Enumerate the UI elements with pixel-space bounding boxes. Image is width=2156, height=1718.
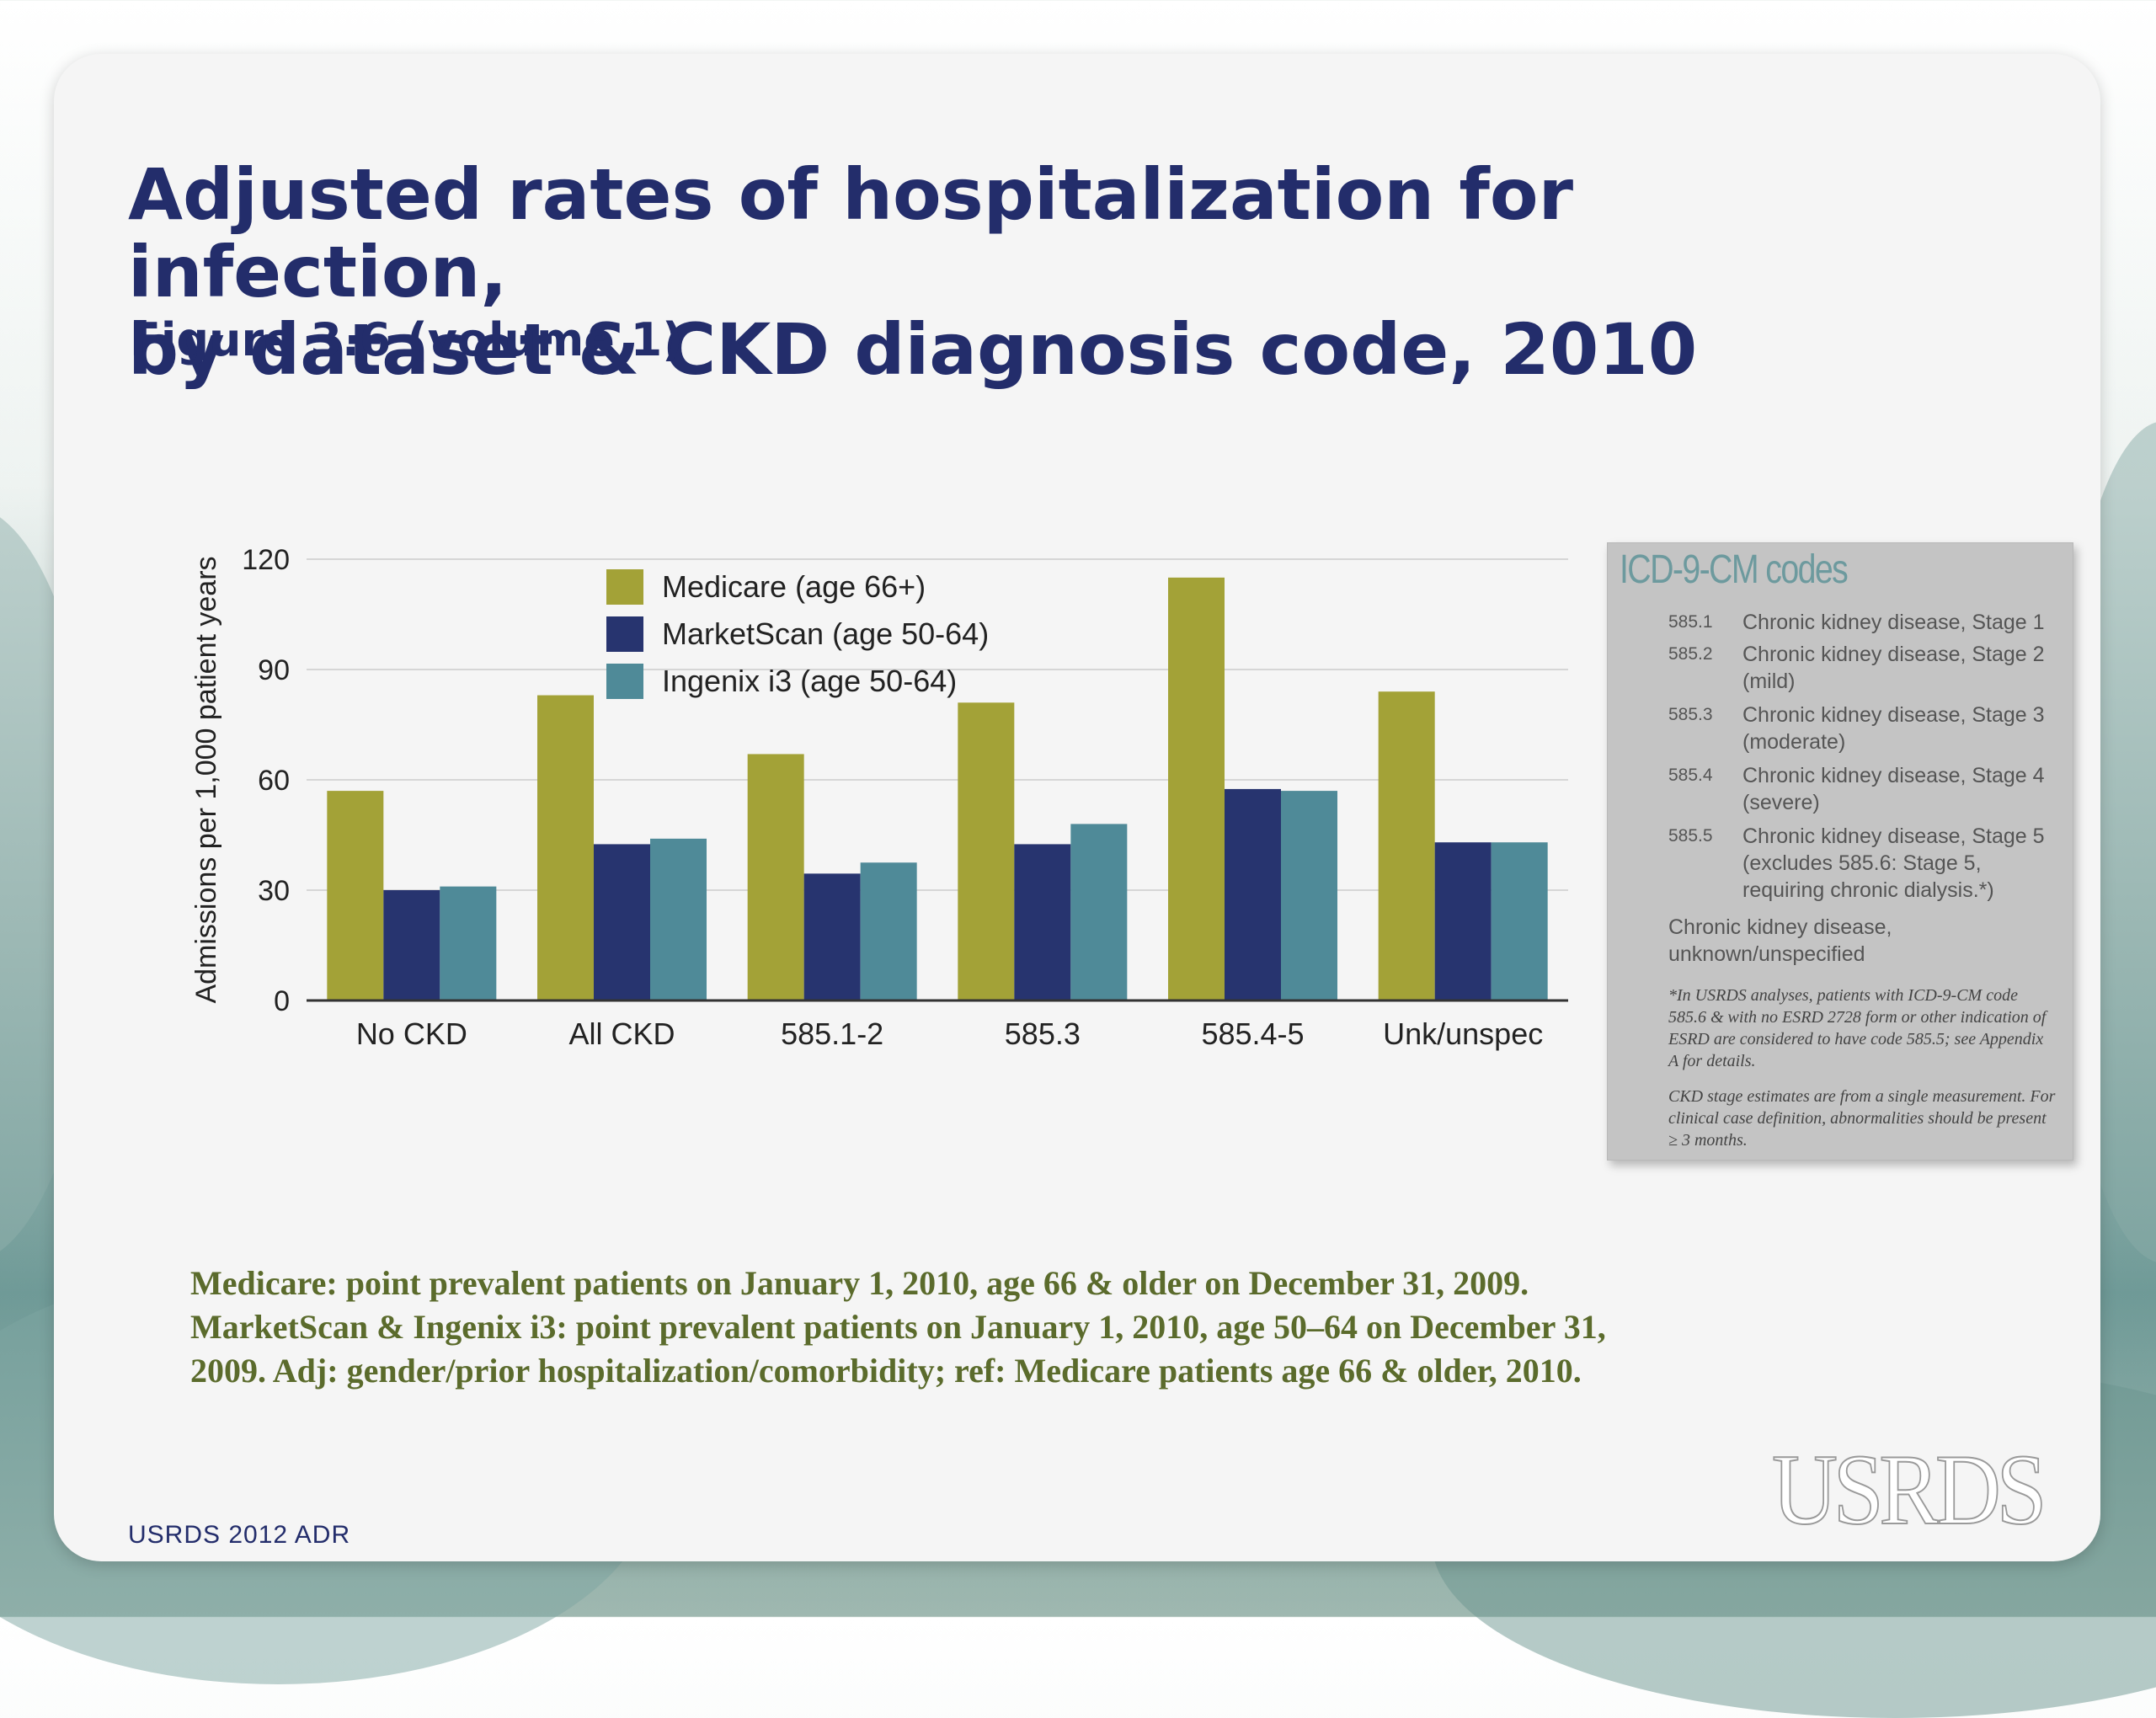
bar-ingenix-0: [440, 886, 497, 1000]
x-tick-label: Unk/unspec: [1383, 1016, 1543, 1051]
code-description: Chronic kidney disease, Stage 3 (moderat…: [1742, 703, 2045, 754]
bar-medicare-1: [537, 695, 594, 1000]
source-label: USRDS 2012 ADR: [128, 1521, 351, 1549]
footnote-line: MarketScan & Ingenix i3: point prevalent…: [190, 1308, 1606, 1346]
legend-swatch-marketscan: [606, 616, 643, 652]
x-tick-label: 585.1-2: [781, 1016, 883, 1051]
bar-ingenix-3: [1070, 824, 1128, 1000]
code-number: 585.4: [1668, 766, 1713, 785]
y-tick-label: 120: [242, 544, 290, 576]
code-row: 585.1 Chronic kidney disease, Stage 1: [1608, 609, 2073, 638]
code-description: Chronic kidney disease, Stage 2 (mild): [1742, 643, 2045, 693]
bar-ingenix-4: [1281, 791, 1337, 1000]
bar-ingenix-5: [1491, 842, 1548, 1000]
bar-marketscan-1: [594, 844, 650, 1000]
codes-stage-note: CKD stage estimates are from a single me…: [1668, 1087, 2056, 1150]
codes-footnote: *In USRDS analyses, patients with ICD-9-…: [1668, 986, 2047, 1070]
y-tick-label: 0: [274, 985, 290, 1017]
bar-marketscan-3: [1014, 844, 1071, 1000]
title-line-2: by dataset & CKD diagnosis code, 2010: [128, 308, 1698, 391]
code-row: 585.5 Chronic kidney disease, Stage 5 (e…: [1608, 823, 2073, 910]
legend-swatch-ingenix: [606, 664, 643, 699]
bar-marketscan-5: [1434, 842, 1492, 1000]
chart-gridlines: [307, 558, 1568, 891]
chart-legend: Medicare (age 66+) MarketScan (age 50-64)…: [606, 569, 989, 699]
bar-marketscan-2: [803, 873, 861, 1000]
x-tick-label: No CKD: [356, 1016, 467, 1051]
code-description: Chronic kidney disease, Stage 5 (exclude…: [1742, 824, 2045, 902]
chart-axes: 0 30 60 90 120 Admissions per 1,000 patient y…: [190, 544, 1568, 1051]
code-row: 585.3 Chronic kidney disease, Stage 3 (m…: [1608, 702, 2073, 760]
code-number: 585.2: [1668, 644, 1713, 664]
bar-ingenix-2: [860, 862, 917, 1000]
code-unspecified: Chronic kidney disease, unknown/unspecif…: [1668, 915, 1892, 966]
bar-medicare-4: [1168, 577, 1225, 1000]
code-description: Chronic kidney disease, Stage 1: [1742, 611, 2045, 634]
footnote-line: 2009. Adj: gender/prior hospitalization/…: [190, 1352, 1582, 1390]
chart-bars: [327, 577, 1548, 1000]
figure-subtitle: Figure 3.6 (volume 1): [130, 313, 683, 366]
bar-marketscan-4: [1225, 788, 1281, 1000]
icd-codes-title: ICD-9-CM codes: [1620, 547, 1849, 592]
y-tick-label: 90: [258, 654, 290, 686]
bar-medicare-5: [1378, 691, 1435, 1000]
code-number: 585.3: [1668, 705, 1713, 724]
code-number: 585.1: [1668, 612, 1713, 632]
icd-codes-panel: ICD-9-CM codes 585.1 Chronic kidney dise…: [1607, 542, 2073, 1160]
bar-marketscan-0: [383, 890, 440, 1000]
code-description: Chronic kidney disease, Stage 4 (severe): [1742, 764, 2045, 814]
slide-title: Adjusted rates of hospitalization for in…: [128, 156, 1897, 388]
legend-label: MarketScan (age 50-64): [662, 616, 989, 651]
legend-label: Medicare (age 66+): [662, 569, 926, 604]
bar-ingenix-1: [650, 838, 707, 1000]
footnote-line: Medicare: point prevalent patients on Ja…: [190, 1264, 1529, 1302]
code-number: 585.5: [1668, 826, 1713, 846]
x-tick-label: 585.3: [1005, 1016, 1081, 1051]
code-row: 585.2 Chronic kidney disease, Stage 2 (m…: [1608, 641, 2073, 700]
legend-label: Ingenix i3 (age 50-64): [662, 664, 957, 698]
y-tick-label: 30: [258, 875, 290, 907]
usrds-logo: USRDS: [1771, 1433, 2047, 1546]
bar-medicare-3: [958, 702, 1015, 1000]
data-footnote: Medicare: point prevalent patients on Ja…: [190, 1262, 1790, 1393]
y-axis-label: Admissions per 1,000 patient years: [190, 556, 222, 1003]
bar-medicare-2: [747, 754, 804, 1000]
title-line-1: Adjusted rates of hospitalization for in…: [128, 153, 1574, 313]
bar-chart: 0 30 60 90 120 Admissions per 1,000 patient y…: [190, 544, 1568, 1051]
x-tick-label: All CKD: [568, 1016, 675, 1051]
legend-swatch-medicare: [606, 569, 643, 605]
x-tick-label: 585.4-5: [1201, 1016, 1304, 1051]
y-tick-label: 60: [258, 765, 290, 797]
bar-medicare-0: [327, 791, 384, 1000]
code-row: 585.4 Chronic kidney disease, Stage 4 (s…: [1608, 762, 2073, 821]
